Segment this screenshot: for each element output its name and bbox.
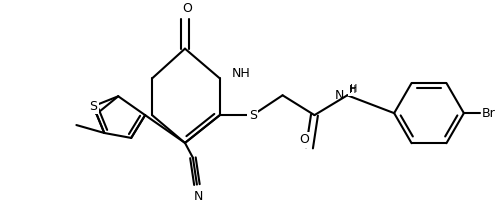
Text: O: O	[300, 133, 310, 146]
Text: NH: NH	[232, 67, 250, 80]
Text: Br: Br	[482, 107, 496, 120]
Text: N: N	[194, 190, 203, 203]
Text: N: N	[335, 89, 344, 102]
Text: S: S	[90, 100, 98, 113]
Text: O: O	[182, 2, 192, 15]
Text: H: H	[350, 85, 356, 95]
Text: S: S	[248, 109, 256, 122]
Text: H: H	[350, 84, 358, 94]
